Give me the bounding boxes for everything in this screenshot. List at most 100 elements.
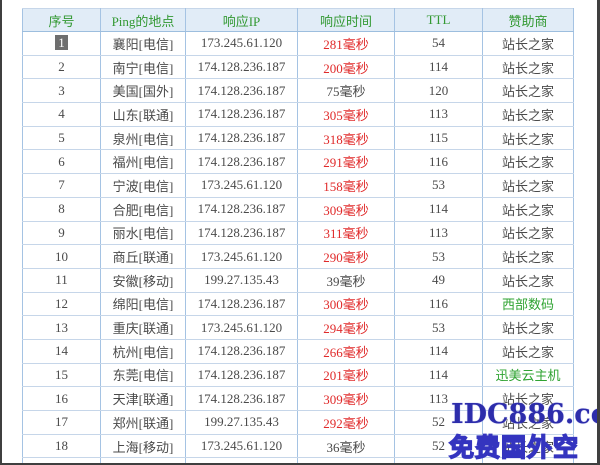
cell-ttl-text: 113 [428, 390, 449, 406]
cell-response-time-text: 36毫秒 [326, 439, 366, 455]
cell-ttl: 113 [394, 102, 483, 127]
cell-sponsor-text: 站长之家 [501, 36, 554, 52]
table-row: 12 绵阳[电信] 174.128.236.187 300毫秒 116 西部数码 [22, 291, 574, 317]
cell-ttl-text: 116 [428, 295, 449, 311]
cell-location: 美国[国外] [100, 78, 186, 104]
cell-index-text: 12 [55, 295, 68, 311]
table-row: 4 山东[联通] 174.128.236.187 305毫秒 113 站长之家 [22, 102, 574, 127]
cell-location-text: 合肥[电信] [112, 202, 174, 218]
cell-response-time-text: 158毫秒 [323, 178, 369, 194]
cell-ip: 173.245.61.120 [185, 433, 298, 459]
cell-index: 9 [22, 220, 101, 246]
cell-sponsor: 站长之家 [482, 78, 574, 104]
window-left-border [0, 0, 2, 465]
cell-ip: 174.128.236.187 [185, 149, 298, 175]
window-right-border [597, 0, 600, 465]
cell-index: 5 [22, 125, 101, 151]
cell-location: 南宁[电信] [100, 54, 186, 80]
cell-ttl: 54 [394, 31, 483, 56]
cell-ip-text: 173.245.61.120 [200, 319, 283, 335]
cell-location: 山东[联通] [100, 102, 186, 127]
cell-location-text: 丽水[电信] [112, 226, 174, 242]
cell-location-text: 襄阳[电信] [112, 36, 174, 52]
cell-index: 16 [22, 386, 101, 411]
cell-ip-text: 174.128.236.187 [197, 201, 286, 217]
cell-ttl: 53 [394, 173, 483, 198]
cell-location: 天津[联通] [100, 386, 186, 411]
cell-index-text: 17 [55, 414, 68, 430]
cell-response-time-text: 200毫秒 [323, 60, 369, 76]
header-response-ip: 响应IP [185, 8, 298, 32]
cell-ip-text: 199.27.135.43 [204, 414, 279, 430]
cell-sponsor-text: 站长之家 [501, 344, 554, 360]
cell-sponsor: 站长之家 [482, 338, 574, 364]
cell-index-text: 13 [55, 319, 68, 335]
cell-index: 11 [22, 267, 101, 293]
cell-sponsor-text: 站长之家 [501, 392, 554, 408]
table-row: 8 合肥[电信] 174.128.236.187 309毫秒 114 站长之家 [22, 196, 574, 222]
cell-ip-text: 173.245.61.120 [200, 35, 283, 51]
cell-location: 上海[移动] [100, 433, 186, 459]
cell-response-time: 281毫秒 [297, 31, 395, 56]
cell-sponsor: 站长之家 [482, 267, 574, 293]
cell-index: 18 [22, 433, 101, 459]
cell-sponsor: 站长之家 [482, 102, 574, 127]
cell-ttl: 53 [394, 244, 483, 269]
cell-ttl-text: 53 [432, 319, 445, 335]
cell-index: 3 [22, 78, 101, 104]
table-row: 2 南宁[电信] 174.128.236.187 200毫秒 114 站长之家 [22, 54, 574, 80]
cell-ip: 173.245.61.120 [185, 173, 298, 198]
header-ping-location: Ping的地点 [100, 8, 186, 32]
cell-location: 襄阳[电信] [100, 31, 186, 56]
table-row: 10 商丘[联通] 173.245.61.120 290毫秒 53 站长之家 [22, 244, 574, 269]
cell-sponsor: 站长之家 [482, 410, 574, 435]
cell-ttl-text: 49 [432, 272, 445, 288]
cell-ip-text: 199.27.135.43 [204, 272, 279, 288]
cell-ip: 174.128.236.187 [185, 291, 298, 317]
cell-location-text: 天津[联通] [112, 392, 174, 408]
cell-response-time-text: 266毫秒 [323, 344, 369, 360]
cell-ip-text: 174.128.236.187 [197, 343, 286, 359]
cell-ttl-text: 114 [428, 201, 449, 217]
cell-location-text: 美国[国外] [112, 84, 174, 100]
cell-ip: 173.245.61.120 [185, 31, 298, 56]
cell-sponsor-text: 站长之家 [501, 439, 554, 455]
cell-index-text: 3 [58, 82, 65, 98]
cell-ip-text: 174.128.236.187 [197, 224, 286, 240]
cell-sponsor-text: 站长之家 [501, 131, 554, 147]
cell-response-time-text: 318毫秒 [323, 131, 369, 147]
cell-ip-text: 174.128.236.187 [197, 295, 286, 311]
cell-ip-text: 174.128.236.187 [197, 59, 286, 75]
cell-response-time-text: 39毫秒 [326, 273, 366, 289]
cell-index-text: 15 [55, 366, 68, 382]
cell-ip-text: 174.128.236.187 [197, 366, 286, 382]
table-row: 9 丽水[电信] 174.128.236.187 311毫秒 113 站长之家 [22, 220, 574, 246]
cell-ttl-text: 53 [432, 177, 445, 193]
cell-ttl-text: 113 [428, 224, 449, 240]
header-sponsor: 赞助商 [482, 8, 574, 32]
cell-location: 合肥[电信] [100, 196, 186, 222]
cell-ip-text: 174.128.236.187 [197, 130, 286, 146]
cell-ip: 174.128.236.187 [185, 196, 298, 222]
cell-location-text: 福州[电信] [112, 155, 174, 171]
cell-location: 绵阳[电信] [100, 291, 186, 317]
cell-ttl: 114 [394, 362, 483, 388]
cell-response-time: 311毫秒 [297, 220, 395, 246]
cell-sponsor: 站长之家 [482, 433, 574, 459]
cell-ttl-text: 52 [432, 438, 445, 454]
cell-ttl-text: 114 [428, 366, 449, 382]
cell-response-time-text: 300毫秒 [323, 297, 369, 313]
cell-ip: 199.27.135.43 [185, 267, 298, 293]
cell-response-time: 290毫秒 [297, 244, 395, 269]
cell-index: 10 [22, 244, 101, 269]
cell-ip: 174.128.236.187 [185, 78, 298, 104]
cell-ttl: 116 [394, 149, 483, 175]
cell-location-text: 泉州[电信] [112, 131, 174, 147]
cell-ttl: 120 [394, 78, 483, 104]
cell-response-time: 266毫秒 [297, 338, 395, 364]
cell-location-text: 重庆[联通] [112, 321, 174, 337]
cell-sponsor-text: 西部数码 [501, 297, 554, 313]
cell-ttl: 52 [394, 433, 483, 459]
cell-response-time: 318毫秒 [297, 125, 395, 151]
cell-ip: 174.128.236.187 [185, 220, 298, 246]
